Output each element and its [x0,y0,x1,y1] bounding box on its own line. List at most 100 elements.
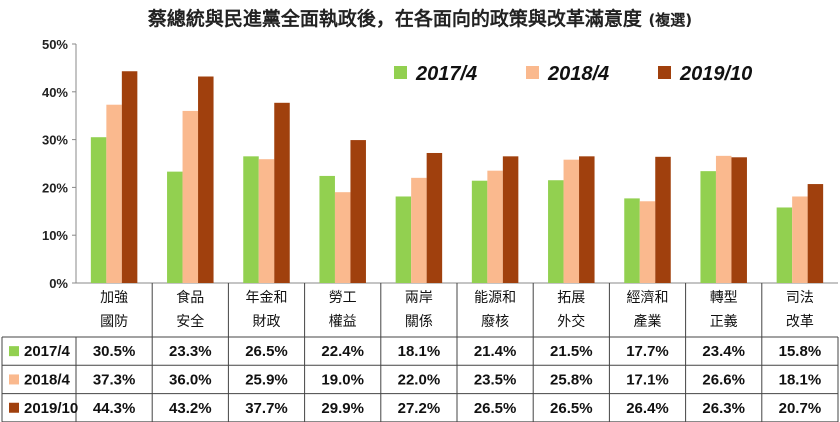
bar [243,156,259,283]
table-cell-value: 26.5% [474,400,517,417]
table-cell-value: 27.2% [398,400,441,417]
bar [198,76,214,283]
table-cell-value: 30.5% [93,343,136,360]
table-cell-value: 18.1% [779,371,822,388]
x-category-label: 司法 [786,290,814,306]
chart-subtitle: (複選) [648,11,693,29]
bar [334,192,351,283]
table-row-label: 2019/10 [24,400,78,417]
table-cell-value: 22.4% [321,343,364,360]
y-tick-label: 20% [42,180,68,195]
table-cell-value: 26.6% [702,371,745,388]
x-category-label: 勞工 [329,290,357,306]
bar [776,207,793,283]
x-category-label: 權益 [329,314,357,330]
bar [274,102,290,283]
y-tick-label: 50% [42,37,68,52]
legend-label: 2018/4 [547,63,609,85]
legend-swatch [658,66,671,79]
x-category-label: 兩岸 [405,290,433,306]
bar [106,104,122,284]
table-cell-value: 17.7% [626,343,669,360]
chart-title: 蔡總統與民進黨全面執政後，在各面向的政策與改革滿意度 (複選) [0,4,840,31]
table-cell-value: 20.7% [779,400,822,417]
table-cell-value: 26.5% [245,343,288,360]
x-category-label: 轉型 [710,290,738,306]
x-category-label: 財政 [253,314,281,330]
table-row-swatch [9,374,19,385]
x-category-label: 關係 [405,314,433,330]
table-cell-value: 19.0% [321,371,364,388]
x-category-label: 拓展 [557,290,585,306]
y-tick-label: 40% [42,85,68,100]
table-row-label: 2018/4 [24,371,71,388]
bar [471,180,488,283]
x-category-label: 能源和 [474,290,516,306]
bar [426,152,443,283]
table-cell-value: 44.3% [93,400,136,417]
bar [700,171,716,283]
table-cell-value: 26.3% [702,400,745,417]
x-category-label: 廢核 [481,313,509,330]
bar [182,110,199,283]
bar [319,175,335,283]
bar [731,157,747,283]
bar [792,196,808,283]
x-category-label: 外交 [557,313,585,330]
table-cell-value: 22.0% [398,371,441,388]
chart-title-main: 蔡總統與民進黨全面執政後，在各面向的政策與改革滿意度 [147,8,642,30]
bar [487,170,503,283]
table-cell-value: 15.8% [779,343,822,360]
x-category-label: 經濟和 [627,290,669,306]
table-cell-value: 25.9% [245,371,288,388]
table-cell-value: 26.5% [550,400,593,417]
bar [121,71,138,283]
x-category-label: 年金和 [246,290,288,306]
y-tick-label: 30% [42,133,68,148]
bar [807,184,824,283]
x-category-label: 國防 [100,314,128,330]
y-tick-label: 10% [42,228,68,243]
table-row-swatch [9,346,19,357]
legend-swatch [394,66,407,79]
bar [548,180,564,283]
table-row-label: 2017/4 [24,343,71,360]
x-category-label: 安全 [176,313,204,330]
x-category-label: 改革 [786,314,814,330]
bar [563,159,580,283]
bar [639,201,656,283]
bar [258,159,275,283]
bar [350,140,366,283]
bar [579,156,595,283]
bar [655,156,671,283]
legend-label: 2017/4 [415,63,477,85]
table-cell-value: 37.3% [93,371,136,388]
y-tick-label: 0% [49,276,68,291]
legend-swatch [526,66,539,79]
table-cell-value: 25.8% [550,371,593,388]
bar [715,155,732,283]
table-cell-value: 23.5% [474,371,517,388]
table-row-swatch [9,402,19,413]
bar [90,137,107,283]
bar [624,198,640,283]
bar [395,196,412,283]
table-cell-value: 21.5% [550,343,593,360]
x-category-label: 產業 [634,313,662,330]
table-cell-value: 26.4% [626,400,669,417]
table-cell-value: 23.3% [169,343,212,360]
table-cell-value: 17.1% [626,371,669,388]
table-cell-value: 29.9% [321,400,364,417]
table-cell-value: 23.4% [702,343,745,360]
table-cell-value: 36.0% [169,371,212,388]
x-category-label: 食品 [176,289,204,306]
bar [411,177,427,283]
table-cell-value: 43.2% [169,400,212,417]
legend-label: 2019/10 [679,63,752,85]
table-cell-value: 18.1% [398,343,441,360]
x-category-label: 正義 [710,313,738,330]
bar [167,171,183,283]
table-cell-value: 21.4% [474,343,517,360]
x-category-label: 加強 [100,290,128,306]
